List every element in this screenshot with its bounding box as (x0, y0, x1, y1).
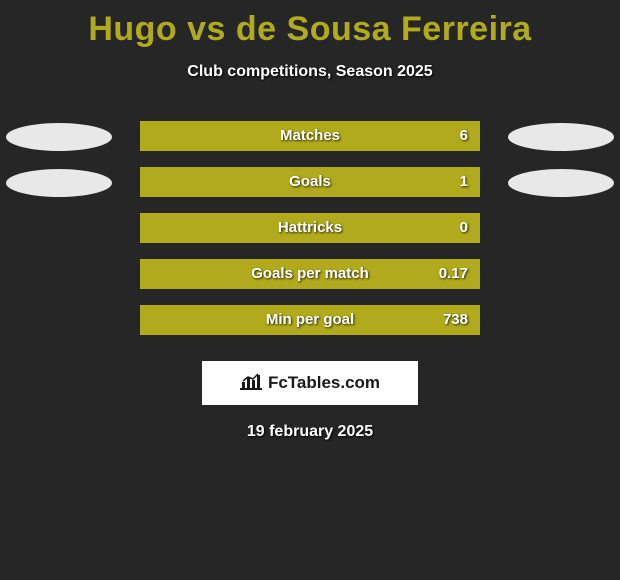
stat-value: 0 (460, 219, 468, 236)
stat-row: Hattricks 0 (0, 211, 620, 257)
stat-row: Matches 6 (0, 119, 620, 165)
page-subtitle: Club competitions, Season 2025 (0, 63, 620, 81)
stat-rows: Matches 6 Goals 1 Hattricks 0 Goals per match 0… (0, 119, 620, 349)
stat-row: Goals per match 0.17 (0, 257, 620, 303)
stat-label: Hattricks (278, 219, 342, 236)
stat-bar: Goals 1 (140, 167, 480, 197)
stat-label: Goals per match (251, 265, 369, 282)
chart-icon (240, 372, 262, 395)
stat-value: 738 (443, 311, 468, 328)
stat-label: Goals (289, 173, 331, 190)
stat-row: Goals 1 (0, 165, 620, 211)
stat-value: 1 (460, 173, 468, 190)
ellipse-right (508, 123, 614, 151)
ellipse-right (508, 169, 614, 197)
logo-text: FcTables.com (268, 373, 380, 393)
ellipse-left (6, 123, 112, 151)
stat-label: Matches (280, 127, 340, 144)
stat-bar: Hattricks 0 (140, 213, 480, 243)
stat-bar: Min per goal 738 (140, 305, 480, 335)
stat-row: Min per goal 738 (0, 303, 620, 349)
stat-value: 0.17 (439, 265, 468, 282)
stat-bar: Matches 6 (140, 121, 480, 151)
ellipse-left (6, 169, 112, 197)
stat-value: 6 (460, 127, 468, 144)
logo-box[interactable]: FcTables.com (202, 361, 418, 405)
page-title: Hugo vs de Sousa Ferreira (0, 0, 620, 49)
stat-label: Min per goal (266, 311, 354, 328)
stat-bar: Goals per match 0.17 (140, 259, 480, 289)
date-line: 19 february 2025 (0, 423, 620, 441)
